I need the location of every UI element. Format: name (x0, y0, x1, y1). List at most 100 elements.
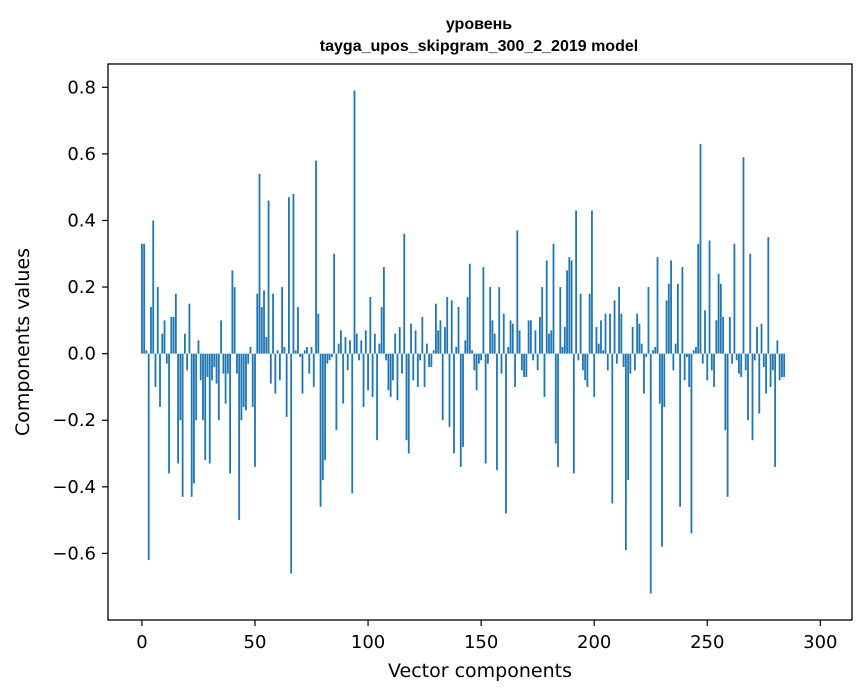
bar-177 (541, 287, 544, 354)
bar-239 (681, 267, 684, 354)
bar-273 (758, 353, 761, 414)
chart-title: уровень (446, 16, 512, 33)
bar-71 (301, 353, 304, 394)
x-tick-label: 250 (690, 632, 724, 653)
bar-77 (315, 160, 317, 354)
bar-240 (683, 353, 686, 381)
bar-253 (713, 353, 715, 387)
bar-211 (618, 287, 620, 354)
y-tick-label: 0.0 (67, 344, 96, 365)
x-tick-label: 100 (351, 632, 385, 653)
bar-203 (600, 320, 602, 354)
bar-55 (265, 337, 268, 354)
bar-213 (622, 353, 625, 367)
bar-271 (753, 353, 756, 361)
bar-116 (403, 233, 406, 354)
bar-232 (665, 300, 668, 354)
y-tick-label: 0.8 (67, 77, 96, 98)
bar-145 (468, 263, 471, 354)
bar-141 (459, 353, 462, 467)
bar-278 (769, 353, 772, 387)
bar-15 (174, 293, 177, 354)
bar-28 (204, 353, 207, 461)
bar-23 (193, 353, 195, 484)
bar-131 (437, 330, 440, 354)
bar-173 (532, 353, 535, 361)
bar-108 (385, 353, 388, 361)
bar-260 (728, 317, 731, 354)
bar-236 (674, 343, 677, 354)
bar-89 (342, 353, 345, 404)
bar-21 (188, 303, 191, 354)
bar-201 (595, 327, 598, 354)
bar-136 (448, 353, 451, 427)
bar-165 (514, 353, 516, 387)
bar-94 (353, 90, 356, 354)
bar-53 (260, 307, 263, 354)
bar-66 (290, 353, 293, 574)
bar-9 (161, 333, 164, 354)
bar-257 (722, 317, 725, 354)
bar-68 (294, 350, 297, 354)
bar-135 (446, 297, 449, 354)
bar-54 (263, 290, 265, 354)
bar-132 (439, 320, 442, 354)
y-tick-label: −0.4 (52, 477, 96, 498)
bar-105 (378, 343, 381, 354)
bar-174 (534, 330, 537, 354)
bar-59 (274, 353, 277, 394)
bar-33 (215, 353, 218, 384)
bar-63 (283, 346, 286, 354)
bar-51 (256, 293, 259, 354)
bar-281 (776, 340, 779, 354)
bar-81 (324, 353, 326, 461)
bar-263 (735, 353, 738, 361)
bar-197 (586, 353, 589, 387)
bar-265 (740, 353, 743, 377)
bar-191 (572, 353, 575, 474)
y-axis: −0.6 −0.4 −0.2 0.0 0.2 0.4 0.6 0.8 (52, 77, 108, 564)
bar-152 (484, 353, 487, 464)
bar-283 (780, 353, 783, 377)
bar-101 (369, 297, 372, 354)
bar-138 (453, 353, 455, 454)
bar-207 (609, 313, 611, 354)
bar-82 (326, 353, 329, 364)
bar-115 (401, 353, 403, 374)
bar-134 (444, 327, 446, 354)
bar-241 (686, 353, 688, 357)
bar-215 (627, 353, 630, 481)
bar-104 (376, 353, 379, 441)
bar-3 (147, 353, 150, 561)
bar-92 (349, 340, 351, 354)
chart-subtitle: tayga_upos_skipgram_300_2_2019 model (320, 38, 638, 55)
bar-242 (688, 353, 691, 387)
bar-179 (545, 260, 548, 354)
bar-7 (156, 287, 159, 354)
x-axis: 0 50 100 150 200 250 300 (136, 620, 838, 653)
bar-195 (581, 353, 584, 371)
bar-234 (670, 260, 672, 354)
bar-22 (190, 353, 193, 497)
bar-245 (695, 346, 697, 354)
bar-133 (441, 353, 444, 421)
bar-221 (640, 343, 643, 354)
bar-223 (645, 353, 648, 357)
bar-95 (355, 333, 358, 354)
bar-225 (649, 353, 652, 594)
bar-200 (593, 353, 596, 397)
bar-65 (288, 197, 290, 354)
bar-17 (179, 353, 182, 421)
bar-275 (762, 353, 765, 367)
bar-204 (602, 350, 605, 354)
bar-268 (747, 353, 749, 421)
bar-196 (584, 353, 587, 381)
x-tick-label: 200 (577, 632, 611, 653)
bar-252 (710, 353, 713, 371)
bar-137 (450, 300, 453, 354)
bar-25 (197, 340, 200, 354)
bar-188 (566, 270, 568, 354)
bar-56 (267, 200, 270, 354)
bars-group (141, 90, 786, 594)
bar-269 (749, 253, 752, 354)
